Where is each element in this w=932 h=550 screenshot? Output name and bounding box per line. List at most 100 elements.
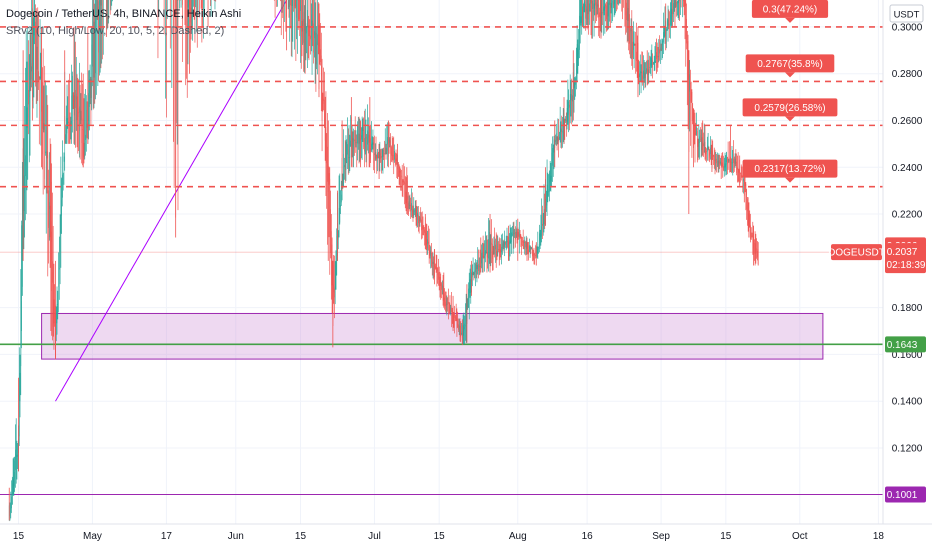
candle-body — [715, 158, 717, 161]
candle-body — [592, 0, 593, 9]
candle-body — [93, 21, 95, 78]
candle-body — [505, 241, 506, 245]
candle-body — [560, 128, 562, 132]
candle-body — [316, 41, 318, 49]
candle-body — [346, 153, 348, 156]
candle-body — [633, 41, 634, 50]
candle-body — [374, 153, 375, 155]
candle-body — [733, 158, 734, 163]
resistance-callout — [742, 98, 838, 117]
candle-body — [76, 96, 78, 121]
candle-body — [15, 454, 17, 460]
candle-body — [13, 471, 15, 487]
candle-body — [493, 240, 495, 255]
candle-body — [381, 156, 382, 158]
candle-body — [515, 231, 516, 240]
candle-body — [712, 153, 714, 157]
candle-body — [475, 263, 476, 273]
resistance-label: 0.3(47.24%) — [763, 4, 817, 15]
candle-body — [407, 196, 408, 210]
candle-body — [418, 218, 420, 224]
candle-body — [45, 151, 46, 153]
candle-body — [643, 70, 644, 79]
candle-body — [673, 6, 675, 9]
candle-body — [416, 212, 418, 220]
candle-body — [177, 0, 179, 1]
candle-body — [551, 152, 553, 179]
candle-body — [363, 129, 365, 148]
candle-body — [668, 22, 670, 27]
candle-body — [28, 89, 29, 105]
candle-body — [319, 44, 321, 54]
candle-body — [671, 9, 673, 15]
candle-body — [494, 247, 495, 252]
candle-body — [579, 12, 581, 33]
candle-body — [80, 110, 82, 121]
candle-body — [352, 138, 354, 157]
symbol-badge — [831, 244, 882, 261]
candle-body — [333, 284, 334, 293]
candle-body — [305, 23, 307, 34]
candle-body — [528, 249, 529, 255]
candle-body — [442, 284, 443, 287]
candle-body — [341, 194, 342, 206]
candle-body — [485, 251, 487, 253]
candle-body — [530, 247, 532, 251]
candle-body — [22, 225, 23, 287]
candle-body — [401, 175, 403, 185]
candle-body — [482, 252, 483, 259]
candle-body — [714, 159, 716, 161]
candle-body — [720, 161, 721, 164]
candle-body — [450, 307, 452, 309]
candle-body — [20, 301, 22, 396]
candle-body — [727, 157, 728, 158]
candle-body — [375, 152, 377, 159]
candle-body — [370, 148, 371, 153]
candle-body — [479, 265, 481, 267]
candle-body — [306, 26, 307, 29]
candle-body — [630, 28, 631, 33]
candle-body — [380, 153, 381, 160]
candle-body — [564, 119, 566, 122]
candle-body — [88, 93, 89, 121]
candle-body — [54, 311, 56, 317]
candle-body — [86, 109, 87, 138]
candle-body — [327, 146, 328, 182]
candle-body — [368, 131, 369, 138]
candle-body — [53, 299, 55, 324]
candle-body — [644, 72, 646, 79]
candle-body — [571, 97, 573, 106]
candle-body — [445, 303, 447, 307]
candle-body — [687, 31, 688, 52]
candle-body — [472, 272, 473, 278]
resistance-callout — [745, 54, 835, 73]
trendline — [55, 0, 288, 402]
candle-body — [99, 0, 101, 6]
time-axis[interactable]: 15 May 17 Jun 15 Jul 15 Aug 16 Sep 15 Oct 18 — [0, 523, 932, 542]
candle-body — [35, 21, 36, 82]
candle-body — [663, 35, 665, 38]
candle-body — [354, 140, 356, 145]
candle-body — [413, 209, 415, 213]
candle-body — [639, 73, 640, 78]
candle-body — [750, 225, 751, 240]
candle-body — [651, 59, 653, 62]
candle-body — [317, 34, 318, 46]
candle-body — [15, 449, 16, 471]
candle-body — [65, 134, 66, 144]
candle-body — [69, 123, 71, 126]
support-price-badge — [885, 336, 926, 353]
candle-body — [458, 324, 460, 328]
callout-pointer — [785, 177, 795, 183]
price-axis[interactable]: 0.3000 0.2800 0.2600 0.2400 0.2200 0.1800 0.16… — [882, 0, 923, 524]
candle-body — [713, 155, 715, 164]
x-tick-label: Jun — [228, 531, 244, 542]
candle-body — [348, 157, 350, 159]
candle-body — [755, 248, 757, 250]
candle-body — [546, 202, 547, 209]
candle-body — [562, 131, 563, 133]
candle-body — [552, 147, 553, 166]
candle-body — [583, 11, 584, 13]
candle-body — [472, 271, 474, 276]
